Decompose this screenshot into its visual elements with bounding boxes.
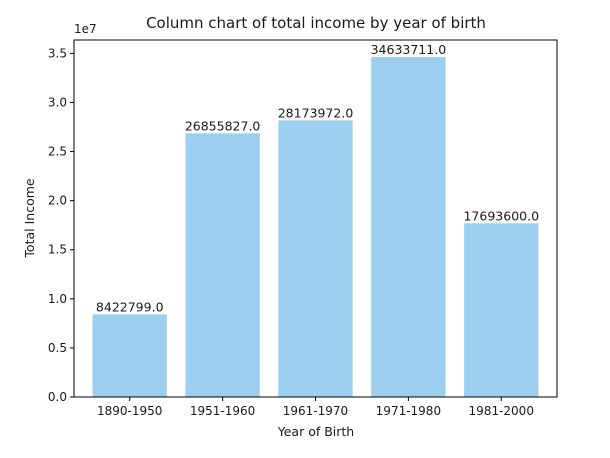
y-tick-label: 2.0 xyxy=(48,194,67,208)
bars-group xyxy=(92,56,539,398)
y-tick-label: 1.5 xyxy=(48,243,67,257)
bar-1961-1970 xyxy=(278,120,353,397)
y-axis-scale-label: 1e7 xyxy=(74,22,97,36)
y-tick-label: 3.0 xyxy=(48,95,67,109)
y-tick-label: 0.5 xyxy=(48,341,67,355)
x-tick-label: 1981-2000 xyxy=(469,404,534,418)
x-axis: 1890-1950 1951-1960 1961-1970 1971-1980 1981… xyxy=(97,397,534,418)
x-tick-label: 1890-1950 xyxy=(97,404,162,418)
y-tick-label: 0.0 xyxy=(48,390,67,404)
x-tick-label: 1971-1980 xyxy=(376,404,441,418)
y-axis: 0.0 0.5 1.0 1.5 2.0 2.5 3.0 3.5 xyxy=(48,46,74,404)
bar-value-label: 17693600.0 xyxy=(463,208,539,223)
x-axis-label: Year of Birth xyxy=(277,424,354,439)
bar-1951-1960 xyxy=(185,133,260,398)
y-tick-label: 2.5 xyxy=(48,145,67,159)
bar-1890-1950 xyxy=(92,314,167,397)
bar-value-label: 34633711.0 xyxy=(371,42,447,57)
bar-value-labels: 8422799.0 26855827.0 28173972.0 34633711.0 1… xyxy=(96,42,539,314)
y-axis-label: Total Income xyxy=(22,178,37,258)
bar-1981-2000 xyxy=(464,223,539,397)
y-tick-label: 1.0 xyxy=(48,292,67,306)
x-tick-label: 1951-1960 xyxy=(190,404,255,418)
chart-title: Column chart of total income by year of … xyxy=(146,14,486,32)
x-tick-label: 1961-1970 xyxy=(283,404,348,418)
bar-value-label: 8422799.0 xyxy=(96,299,164,314)
bar-value-label: 28173972.0 xyxy=(278,105,354,120)
bar-1971-1980 xyxy=(371,56,446,398)
bar-value-label: 26855827.0 xyxy=(185,118,261,133)
y-tick-label: 3.5 xyxy=(48,46,67,60)
